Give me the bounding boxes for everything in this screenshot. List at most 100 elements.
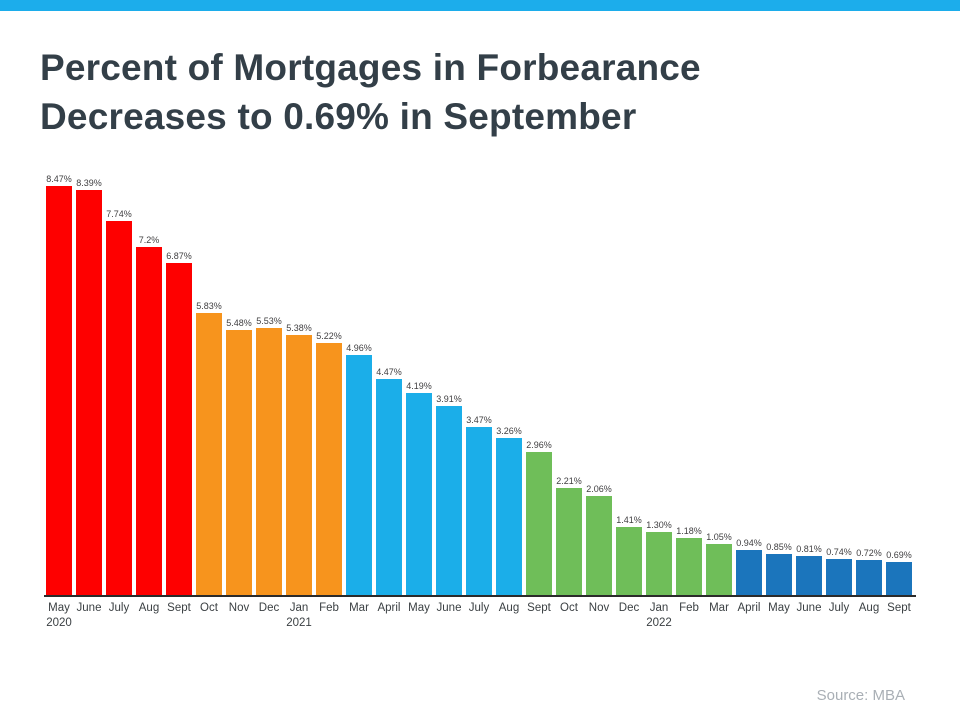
bar-value-label: 0.74% [826,547,852,558]
x-axis-label: June [794,601,824,631]
x-axis-month: Feb [679,602,699,615]
x-axis-month: Oct [560,602,578,615]
x-axis-label: Aug [134,601,164,631]
x-axis-month: Aug [138,602,160,615]
bar-value-label: 0.69% [886,550,912,561]
bar [166,263,192,596]
x-axis-month: Jan [649,602,669,615]
bar-column: 5.48% [224,318,254,596]
bar-value-label: 2.96% [526,440,552,451]
x-axis-label: Jan 2021 [284,601,314,631]
x-axis-month: Dec [258,602,280,615]
bar [856,560,882,596]
bar [226,330,252,596]
bar-column: 4.47% [374,367,404,596]
x-axis-month: Mar [709,602,729,615]
bar-column: 7.74% [104,209,134,596]
bar-column: 1.05% [704,532,734,596]
x-axis-month: May [768,602,790,615]
x-axis-label: Mar [344,601,374,631]
bar-value-label: 1.05% [706,532,732,543]
bar [676,538,702,596]
x-axis-year: 2020 [46,617,72,630]
bar-value-label: 0.81% [796,544,822,555]
x-axis-month: May [48,602,70,615]
bar [76,190,102,596]
bar-column: 1.18% [674,526,704,596]
x-axis-label: May [764,601,794,631]
bar [46,186,72,596]
x-axis-label: Feb [314,601,344,631]
bar-value-label: 2.21% [556,476,582,487]
bar [406,393,432,596]
bar-column: 5.53% [254,316,284,596]
bar-column: 5.22% [314,331,344,596]
bar-value-label: 3.47% [466,415,492,426]
bar-value-label: 7.74% [106,209,132,220]
bar-value-label: 1.41% [616,515,642,526]
bar [886,562,912,596]
x-axis-month: Nov [228,602,250,615]
bar-column: 5.38% [284,323,314,596]
bar-column: 7.2% [134,235,164,596]
x-axis-label: Sept [884,601,914,631]
bar-value-label: 0.94% [736,538,762,549]
bar-column: 0.74% [824,547,854,596]
bar-column: 4.19% [404,381,434,596]
x-axis-month: Sept [167,602,191,615]
bar-value-label: 8.39% [76,178,102,189]
bar-column: 2.06% [584,484,614,596]
bar-value-label: 5.38% [286,323,312,334]
bar-column: 1.30% [644,520,674,596]
x-axis-month: Oct [200,602,218,615]
x-axis-label: May 2020 [44,601,74,631]
bar-value-label: 5.83% [196,301,222,312]
bar-value-label: 1.30% [646,520,672,531]
bar-column: 0.85% [764,542,794,596]
x-axis-month: July [468,602,490,615]
bar-column: 8.39% [74,178,104,596]
bar [196,313,222,596]
bar-value-label: 5.53% [256,316,282,327]
source-attribution: Source: MBA [816,687,905,704]
x-axis-month: Aug [858,602,880,615]
bar [286,335,312,596]
x-axis-label: Mar [704,601,734,631]
x-axis-year: 2021 [286,617,312,630]
bar [256,328,282,596]
bar-value-label: 3.26% [496,426,522,437]
x-axis-label: July [464,601,494,631]
x-axis-label: July [104,601,134,631]
x-axis-label: April [734,601,764,631]
x-axis-month: May [408,602,430,615]
x-axis-label: Nov [584,601,614,631]
x-axis-month: Mar [349,602,369,615]
bar-value-label: 3.91% [436,394,462,405]
bar-column: 5.83% [194,301,224,596]
bar-column: 0.81% [794,544,824,596]
x-axis-label: Aug [494,601,524,631]
bar-column: 6.87% [164,251,194,596]
bar [316,343,342,596]
x-axis-label: Aug [854,601,884,631]
bar-value-label: 4.47% [376,367,402,378]
x-axis-label: June [434,601,464,631]
x-axis-month: July [108,602,130,615]
x-axis-month: July [828,602,850,615]
bar-value-label: 5.22% [316,331,342,342]
x-axis-month: June [796,602,822,615]
bar [796,556,822,596]
bar-value-label: 4.19% [406,381,432,392]
x-axis-month: Aug [498,602,520,615]
x-axis-month: Feb [319,602,339,615]
bar-value-label: 0.72% [856,548,882,559]
bar-value-label: 6.87% [166,251,192,262]
bar-column: 0.69% [884,550,914,596]
bar [736,550,762,596]
x-axis-month: Jan [289,602,309,615]
x-axis-label: Sept [524,601,554,631]
bar-column: 3.47% [464,415,494,596]
x-axis-label: Dec [614,601,644,631]
bar [466,427,492,596]
bar-column: 2.96% [524,440,554,596]
